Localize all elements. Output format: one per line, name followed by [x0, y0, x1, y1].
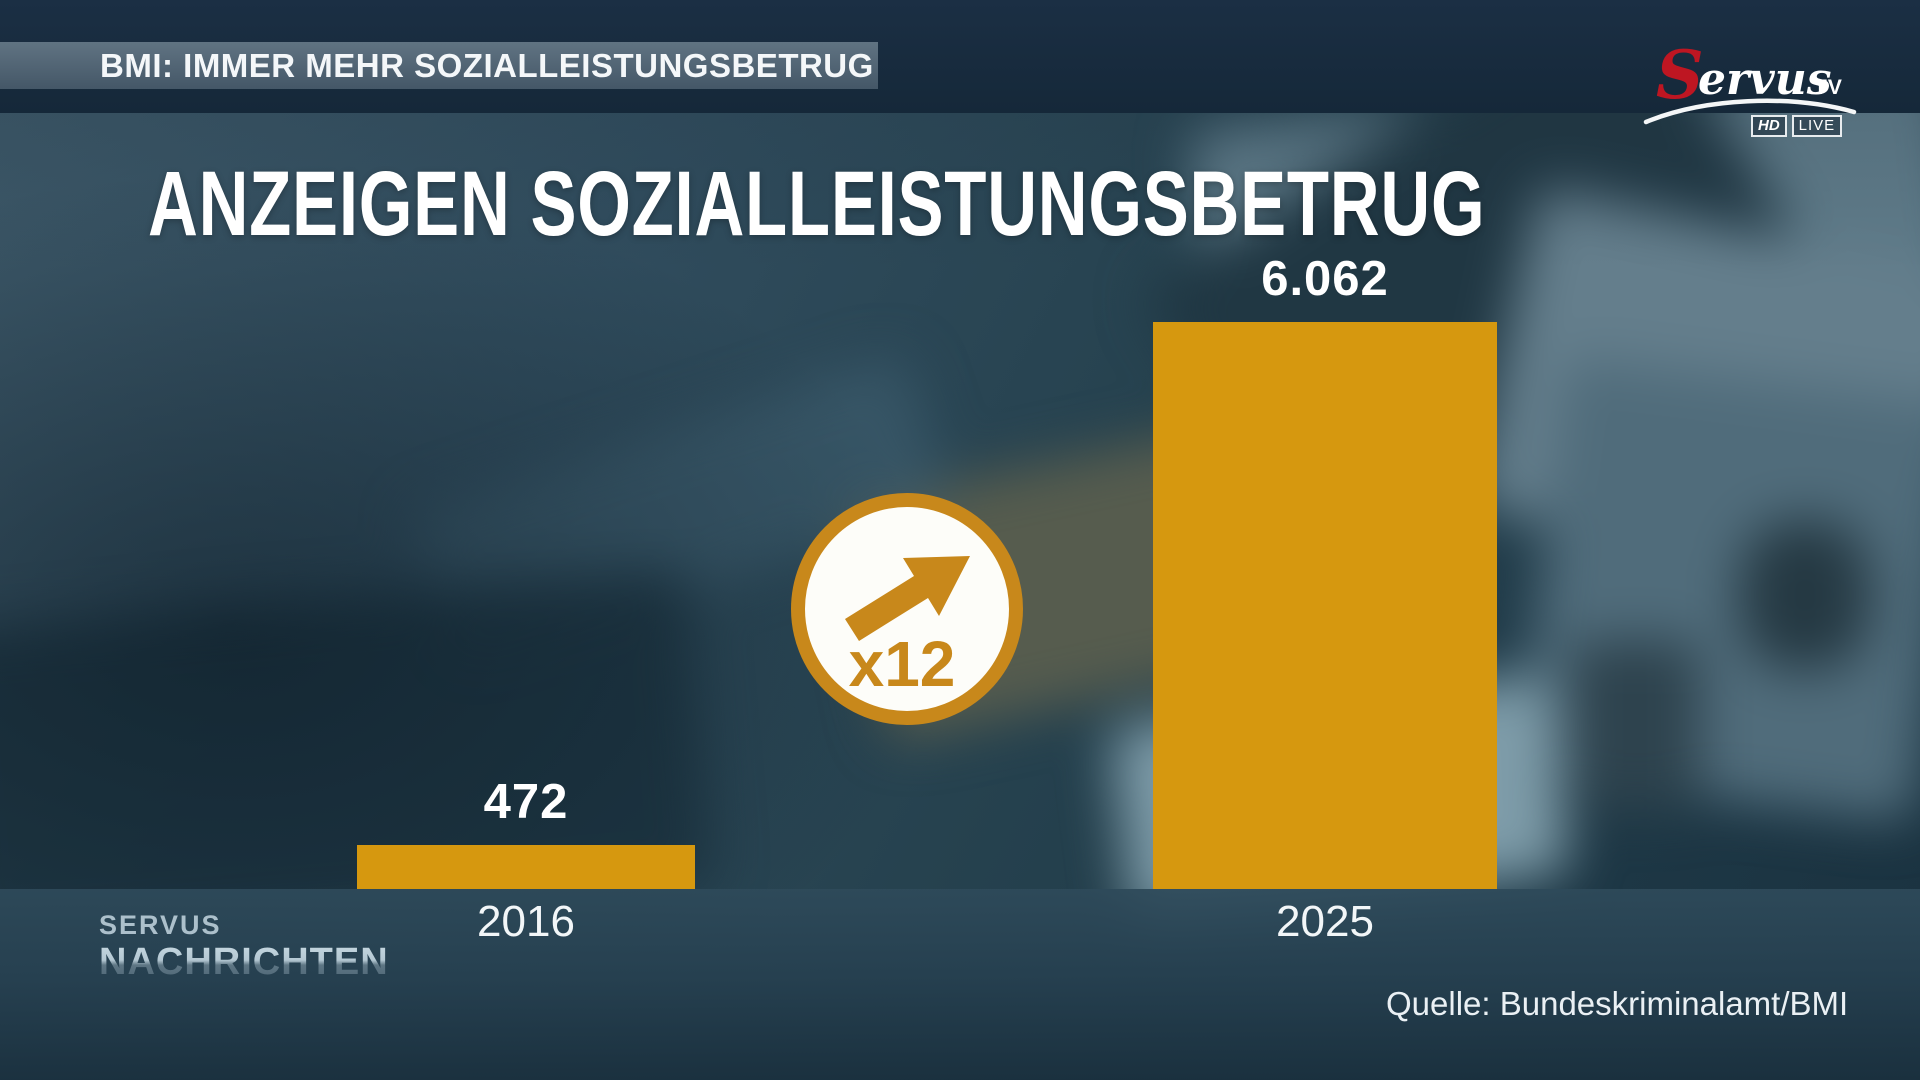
bar-label-2016: 2016 — [477, 897, 575, 946]
bar-group-2025: 6.062 2025 — [1153, 251, 1497, 946]
bar-2016 — [357, 845, 695, 889]
bottom-band — [0, 889, 1920, 1080]
bar-2025 — [1153, 322, 1497, 889]
hd-badge: HD — [1751, 115, 1787, 137]
source-label: Quelle: Bundeskriminalamt/BMI — [1386, 985, 1849, 1022]
news-logo-line1: SERVUS — [99, 910, 222, 940]
bar-value-2025: 6.062 — [1261, 252, 1389, 306]
servustv-logo-script: ervus — [1698, 54, 1832, 105]
bar-value-2016: 472 — [483, 775, 569, 829]
logo-swoosh-icon — [1643, 98, 1857, 125]
trend-up-arrow-icon — [845, 556, 970, 641]
ticker-banner: BMI: IMMER MEHR SOZIALLEISTUNGSBETRUG — [0, 42, 878, 89]
servus-nachrichten-logo: SERVUS NACHRICHTEN — [99, 910, 389, 983]
ticker-headline: BMI: IMMER MEHR SOZIALLEISTUNGSBETRUG — [100, 46, 874, 84]
live-badge: LIVE — [1791, 115, 1843, 137]
bar-group-2016: 472 2016 — [357, 774, 695, 946]
servustv-logo-tv: TV — [1814, 76, 1843, 99]
bar-label-2025: 2025 — [1276, 897, 1374, 946]
multiplier-text: x12 — [849, 628, 956, 700]
hd-live-badges: HD LIVE — [1751, 115, 1843, 137]
news-logo-line2: NACHRICHTEN — [99, 941, 389, 983]
servustv-logo-initial: S — [1656, 36, 1704, 114]
chart-title: ANZEIGEN SOZIALLEISTUNGSBETRUG — [148, 153, 1486, 255]
multiplier-badge: x12 — [791, 493, 1023, 725]
servustv-logo: S ervus TV — [1643, 36, 1857, 125]
